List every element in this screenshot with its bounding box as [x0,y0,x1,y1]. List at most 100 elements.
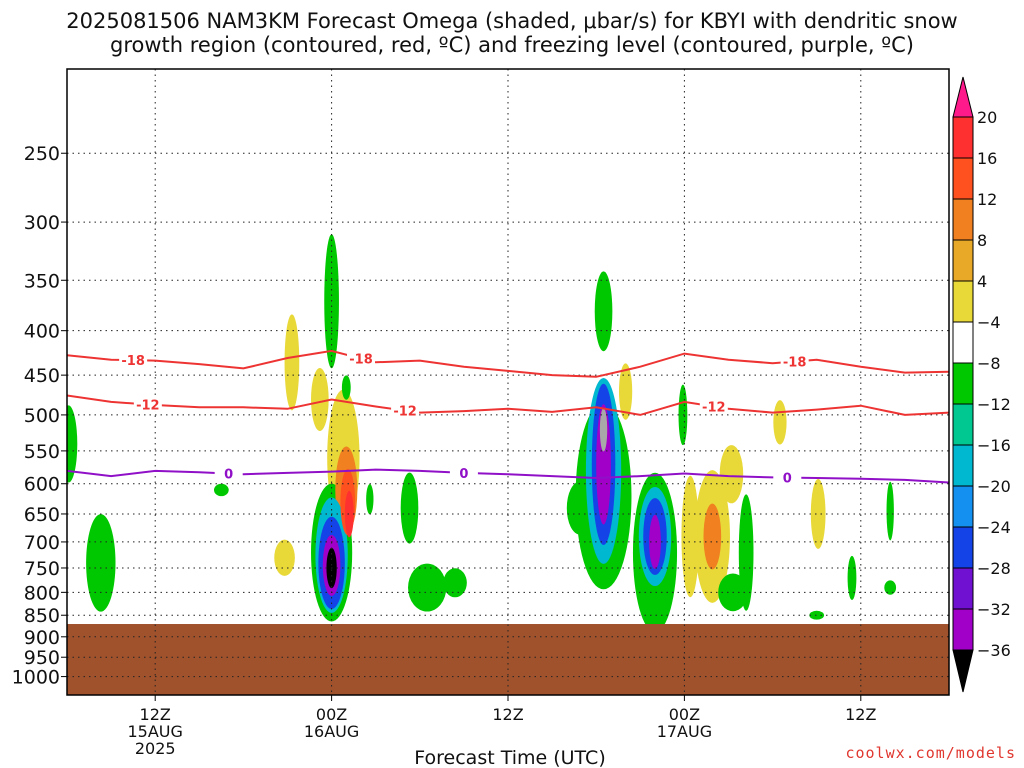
colorbar-segment [952,485,974,528]
x-tick-date: 15AUG [127,722,182,741]
colorbar-label: −28 [977,559,1011,578]
omega-cell [681,475,700,598]
contour-label-bg [119,353,148,368]
colorbar: 20 16 12 8 4 −4 −8 −12 −16 −20 −24 −28 −32 −36 [952,76,1011,693]
x-axis-label: Forecast Time (UTC) [414,747,605,768]
omega-cell [400,472,419,544]
y-tick-label: 900 [24,627,60,649]
colorbar-label: −4 [977,313,1001,332]
contour-label: -12 [136,398,160,413]
credit-text: coolwx.com/models [845,744,1016,762]
omega-cell [67,405,78,483]
terrain-layer [67,624,949,695]
contour-label-bg [391,403,420,418]
contour-label-bg [699,399,728,414]
x-tick-label: 12Z [140,705,171,724]
colorbar-segment [952,403,974,446]
omega-cell [884,580,897,595]
y-tick-label: 250 [24,143,60,165]
colorbar-label: −36 [977,641,1011,660]
colorbar-segment [952,280,974,323]
x-tick-label: 00Z [316,705,347,724]
colorbar-label: 8 [977,231,987,250]
omega-cell [274,539,295,576]
contour-label: 0 [459,467,468,482]
y-tick-label: 550 [24,441,60,463]
omega-cell [596,404,611,525]
omega-cell [366,484,374,515]
omega-cell [810,479,826,549]
y-tick-label: 350 [24,270,60,292]
contour-label-bg [449,465,478,480]
contour-label-bg [214,466,243,481]
contour-line [67,394,949,416]
colorbar-label: 4 [977,272,987,291]
y-tick-label: 450 [24,365,60,387]
omega-cell [599,407,608,452]
grid [67,69,949,695]
omega-cell [341,375,351,400]
x-tick-label: 12Z [845,705,876,724]
x-tick-label: 00Z [669,705,700,724]
colorbar-segment [952,608,974,651]
contour-label: -12 [702,401,726,416]
y-tick-label: 650 [24,504,60,526]
contour-label-bg [347,351,375,366]
contour-label: -18 [121,354,145,369]
contour-label-bg [773,470,802,485]
y-tick-label: 700 [24,532,60,554]
omega-cell [678,384,688,446]
y-tick-label: 400 [24,321,60,343]
colorbar-label: −32 [977,600,1011,619]
y-tick-label: 750 [24,558,60,580]
contour-label: -18 [349,353,373,368]
omega-cell [809,610,825,620]
y-axis: 2503003504004505005506006507007508008509… [12,143,67,689]
terrain-fill [67,624,949,695]
omega-cell [284,314,300,411]
colorbar-segment [952,321,974,364]
omega-cell [649,514,661,569]
omega-cell [773,400,787,445]
colorbar-label: −12 [977,395,1011,414]
contour-label-bg [133,397,162,412]
omega-cell [847,555,857,601]
colorbar-label: −20 [977,477,1011,496]
colorbar-arrow-bottom [952,649,974,693]
omega-shading [67,234,897,633]
omega-cell [719,445,744,504]
x-tick-label: 12Z [492,705,523,724]
colorbar-label: 16 [977,149,997,168]
colorbar-label: 20 [977,108,997,127]
colorbar-segment [952,157,974,200]
colorbar-segment [952,526,974,569]
colorbar-label: −8 [977,354,1001,373]
x-tick-year: 2025 [135,739,176,758]
colorbar-segment [952,198,974,241]
y-tick-label: 500 [24,405,60,427]
contour-label: -12 [393,405,417,420]
chart-title-line2: growth region (contoured, red, ºC) and f… [110,33,914,57]
omega-cell [86,514,116,612]
contour-label: 0 [783,472,792,487]
omega-cell [344,490,354,538]
omega-cell [408,563,447,612]
colorbar-label: −24 [977,518,1011,537]
omega-cell [618,363,633,420]
omega-cell [311,367,329,432]
omega-cell [214,483,229,497]
colorbar-arrow-top [952,76,974,118]
colorbar-segment [952,567,974,610]
x-tick-date: 17AUG [657,722,712,741]
chart-title-line1: 2025081506 NAM3KM Forecast Omega (shaded… [66,9,958,33]
x-tick-date: 16AUG [304,722,359,741]
y-tick-label: 1000 [12,667,60,689]
contour-label: -18 [783,355,807,370]
y-tick-label: 950 [24,647,60,669]
contour-label: 0 [224,468,233,483]
omega-cell [443,568,467,598]
omega-cell [594,271,613,352]
y-tick-label: 850 [24,605,60,627]
